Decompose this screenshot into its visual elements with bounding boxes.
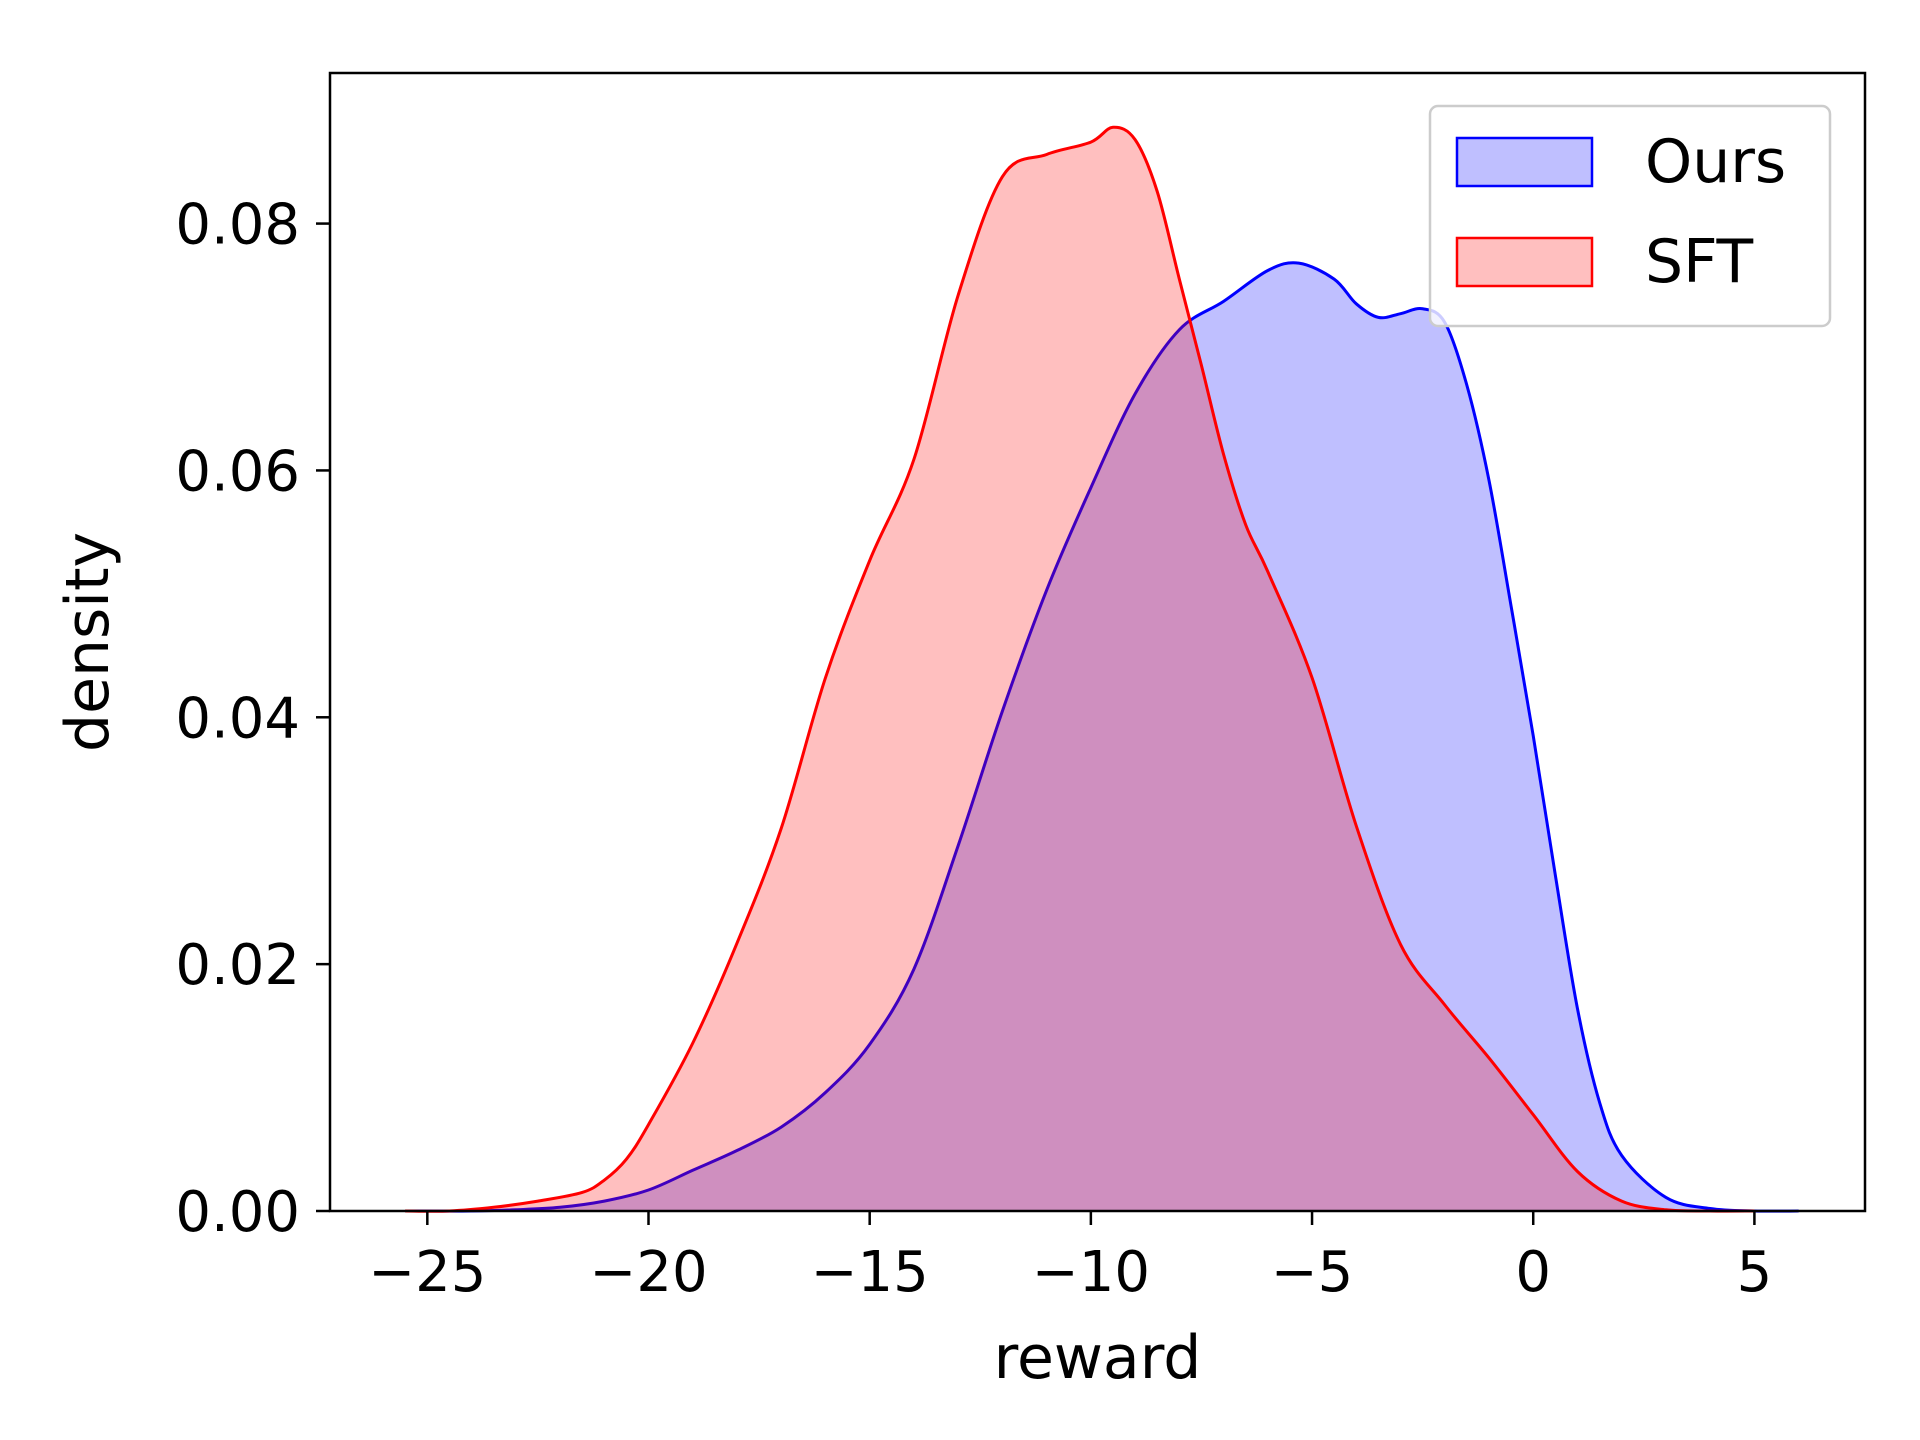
series-ours-line (405, 261, 1799, 1213)
x-tick-label: −25 (368, 1240, 486, 1305)
y-tick-label: 0.02 (175, 933, 300, 998)
y-tick-label: 0.00 (175, 1180, 300, 1245)
series-layer (405, 125, 1799, 1213)
y-tick-label: 0.06 (175, 439, 300, 504)
legend-swatch-ours (1455, 136, 1594, 188)
y-tick-label: 0.04 (175, 686, 300, 751)
x-axis: −25 −20 −15 −10 −5 0 5 (368, 1211, 1772, 1305)
legend-label-ours: Ours (1645, 127, 1786, 197)
series-sft-area (405, 127, 1755, 1212)
x-tick-label: −10 (1032, 1240, 1150, 1305)
y-axis-label: density (53, 532, 123, 752)
legend-swatch-sft (1455, 236, 1594, 288)
y-axis: 0.00 0.02 0.04 0.06 0.08 (175, 193, 330, 1245)
x-tick-label: 0 (1515, 1240, 1551, 1305)
series-ours-area (405, 262, 1799, 1212)
x-tick-label: −5 (1271, 1240, 1354, 1305)
x-axis-label: reward (994, 1323, 1202, 1393)
plot-frame (328, 71, 1867, 1213)
x-tick-label: −20 (589, 1240, 707, 1305)
x-tick-label: 5 (1737, 1240, 1773, 1305)
legend: Ours SFT (1428, 104, 1832, 328)
series-sft-line (405, 125, 1755, 1213)
y-tick-label: 0.08 (175, 193, 300, 258)
legend-box (1428, 104, 1832, 328)
x-tick-label: −15 (811, 1240, 929, 1305)
legend-label-sft: SFT (1645, 227, 1754, 297)
